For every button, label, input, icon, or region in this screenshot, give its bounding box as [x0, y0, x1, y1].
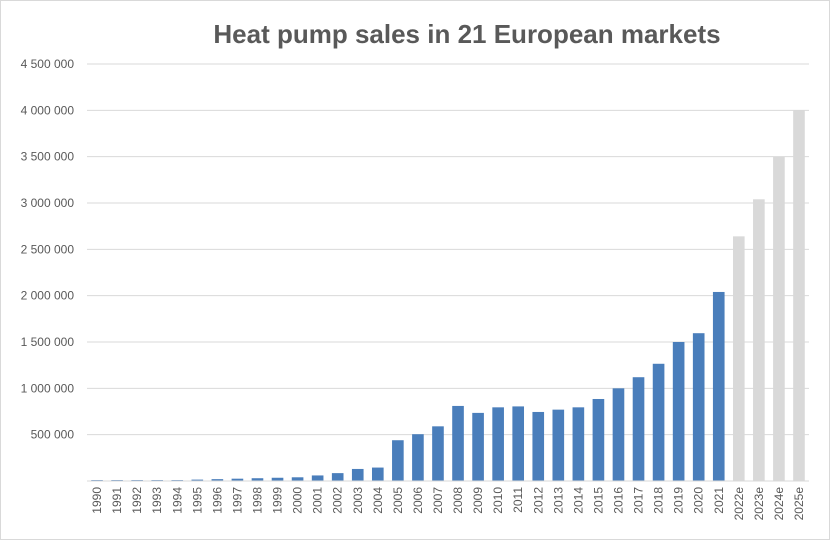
y-tick-label: 500 000 — [31, 428, 75, 442]
bar — [331, 473, 344, 481]
x-tick-label: 2025e — [792, 487, 806, 521]
bar-estimate — [732, 236, 745, 481]
bar — [432, 426, 444, 481]
bar — [231, 478, 244, 481]
x-tick-label: 2020 — [692, 487, 706, 514]
x-tick-label: 1991 — [110, 487, 124, 514]
bar-estimate — [773, 156, 785, 481]
bar — [712, 291, 725, 481]
x-tick-label: 2024e — [772, 487, 786, 521]
x-tick-label: 2013 — [551, 487, 565, 514]
x-tick-label: 1994 — [170, 487, 184, 514]
bar — [251, 478, 264, 481]
x-tick-label: 2001 — [311, 487, 325, 514]
x-axis-ticks: 1990 1991 1992 1993 1994 1995 1996 1997 1998 1999… — [90, 487, 806, 521]
bar — [271, 477, 284, 481]
bar — [692, 333, 705, 481]
x-tick-label: 2011 — [511, 487, 525, 513]
grid-layer — [87, 63, 809, 436]
x-tick-label: 2008 — [451, 487, 465, 514]
x-tick-label: 2018 — [652, 487, 666, 514]
bar — [612, 388, 625, 481]
bar — [191, 479, 204, 481]
bar — [532, 411, 545, 481]
y-tick-label: 2 500 000 — [21, 242, 75, 256]
x-tick-label: 1993 — [150, 487, 164, 514]
bar — [351, 468, 364, 481]
x-tick-label: 1996 — [210, 487, 224, 514]
x-tick-label: 2019 — [672, 487, 686, 514]
bar — [552, 409, 565, 481]
bar — [412, 434, 424, 481]
x-tick-label: 2012 — [531, 487, 545, 514]
bar-estimate — [793, 110, 805, 481]
x-tick-label: 2015 — [591, 487, 605, 514]
y-axis-ticks: 500 000 1 000 000 1 500 000 2 000 000 2 500 … — [21, 57, 75, 442]
bar — [452, 405, 464, 481]
bar-estimate — [753, 199, 765, 481]
x-tick-label: 2003 — [351, 487, 365, 514]
x-tick-label: 2007 — [431, 487, 445, 514]
x-tick-label: 1997 — [230, 487, 244, 514]
bar — [472, 412, 484, 481]
bars — [91, 110, 805, 481]
x-tick-label: 2002 — [331, 487, 345, 514]
x-tick-label: 1990 — [90, 487, 104, 514]
bar — [311, 475, 324, 481]
x-tick-label: 2005 — [391, 487, 405, 514]
y-tick-label: 4 500 000 — [21, 57, 75, 71]
bar — [592, 398, 605, 481]
x-tick-label: 2006 — [411, 487, 425, 514]
y-tick-label: 4 000 000 — [21, 103, 75, 117]
bar — [392, 440, 404, 481]
y-tick-label: 1 000 000 — [21, 381, 75, 395]
x-tick-label: 2000 — [291, 487, 305, 514]
bar — [652, 363, 665, 481]
y-tick-label: 3 500 000 — [21, 150, 75, 164]
chart-title: Heat pump sales in 21 European markets — [213, 19, 720, 49]
x-tick-label: 2009 — [471, 487, 485, 514]
x-tick-label: 2017 — [632, 487, 646, 514]
y-tick-label: 3 000 000 — [21, 196, 75, 210]
x-tick-label: 2021 — [712, 487, 726, 514]
bar — [512, 406, 525, 481]
bar — [291, 477, 304, 481]
bar — [672, 342, 685, 481]
x-tick-label: 1999 — [271, 487, 285, 514]
y-tick-label: 2 000 000 — [21, 289, 75, 303]
bar — [492, 407, 504, 481]
bar — [632, 377, 645, 481]
bar — [572, 407, 585, 481]
bar — [211, 479, 224, 481]
x-tick-label: 2016 — [611, 487, 625, 514]
x-tick-label: 1992 — [130, 487, 144, 514]
x-tick-label: 1998 — [250, 487, 264, 514]
x-tick-label: 2004 — [371, 487, 385, 514]
x-tick-label: 2023e — [752, 487, 766, 521]
x-tick-label: 2022e — [732, 487, 746, 521]
bar — [371, 467, 384, 481]
x-tick-label: 1995 — [190, 487, 204, 514]
x-tick-label: 2014 — [571, 487, 585, 514]
x-tick-label: 2010 — [491, 487, 505, 514]
y-tick-label: 1 500 000 — [21, 335, 75, 349]
